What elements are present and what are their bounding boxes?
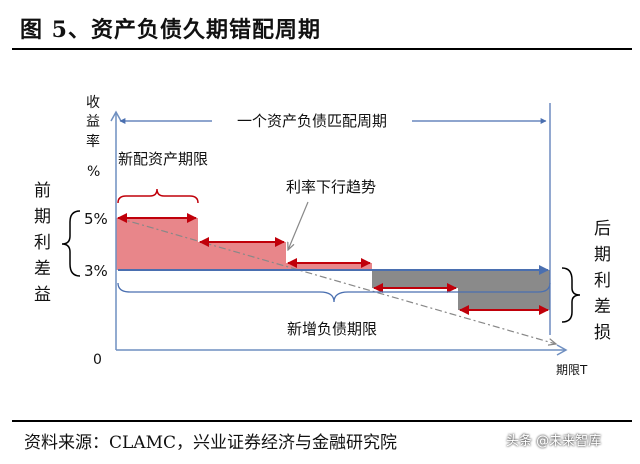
title-rule <box>12 48 632 50</box>
left-label-char-3: 利 <box>34 233 51 253</box>
new-liability-term-label: 新增负债期限 <box>287 320 377 338</box>
right-label-char-3: 利 <box>594 271 611 291</box>
right-label-char-1: 后 <box>594 219 611 239</box>
profit-block-2 <box>198 242 286 270</box>
origin-label: 0 <box>93 352 102 368</box>
y-axis-label-line-3: 率 <box>86 133 100 150</box>
left-label-char-1: 前 <box>34 181 51 201</box>
right-label-char-5: 损 <box>594 323 611 343</box>
watermark: 头条 @未来智库 <box>506 434 602 449</box>
left-label-char-4: 差 <box>34 259 51 279</box>
rate-trend-line <box>117 217 556 344</box>
right-label-char-4: 差 <box>594 297 611 317</box>
right-loss-bracket <box>561 267 581 323</box>
figure-title: 图 5、资产负债久期错配周期 <box>20 17 321 43</box>
right-label-char-2: 期 <box>594 245 611 265</box>
source-note: 资料来源：CLAMC，兴业证券经济与金融研究院 <box>24 433 397 453</box>
mismatch-diagram: 一个资产负债匹配周期 新配资产期限 利率下行趋势 新增负债期限 收 益 率 % … <box>34 95 611 377</box>
y-axis-label-line-4: % <box>87 164 100 180</box>
left-profit-bracket <box>61 210 81 277</box>
cycle-label: 一个资产负债匹配周期 <box>237 112 387 130</box>
loss-block-2 <box>458 270 550 310</box>
x-axis-label: 期限T <box>556 363 588 377</box>
rate-trend-label: 利率下行趋势 <box>286 178 376 196</box>
left-label-char-2: 期 <box>34 207 51 227</box>
tick-5pct: 5% <box>84 210 108 228</box>
new-asset-term-label: 新配资产期限 <box>118 150 208 168</box>
new-liability-term-brace <box>117 282 551 303</box>
profit-block-1 <box>116 218 198 270</box>
loss-block-1 <box>372 270 458 288</box>
y-axis-label-line-2: 益 <box>86 114 100 130</box>
profit-block-3 <box>286 263 372 270</box>
new-asset-term-brace <box>117 188 199 204</box>
rate-trend-pointer <box>288 201 309 250</box>
left-label-char-5: 益 <box>34 285 51 305</box>
title-bar: 图 5、资产负债久期错配周期 <box>0 0 640 52</box>
footer-rule <box>12 420 632 422</box>
y-axis-label-line-1: 收 <box>86 95 100 111</box>
tick-3pct: 3% <box>84 262 108 280</box>
